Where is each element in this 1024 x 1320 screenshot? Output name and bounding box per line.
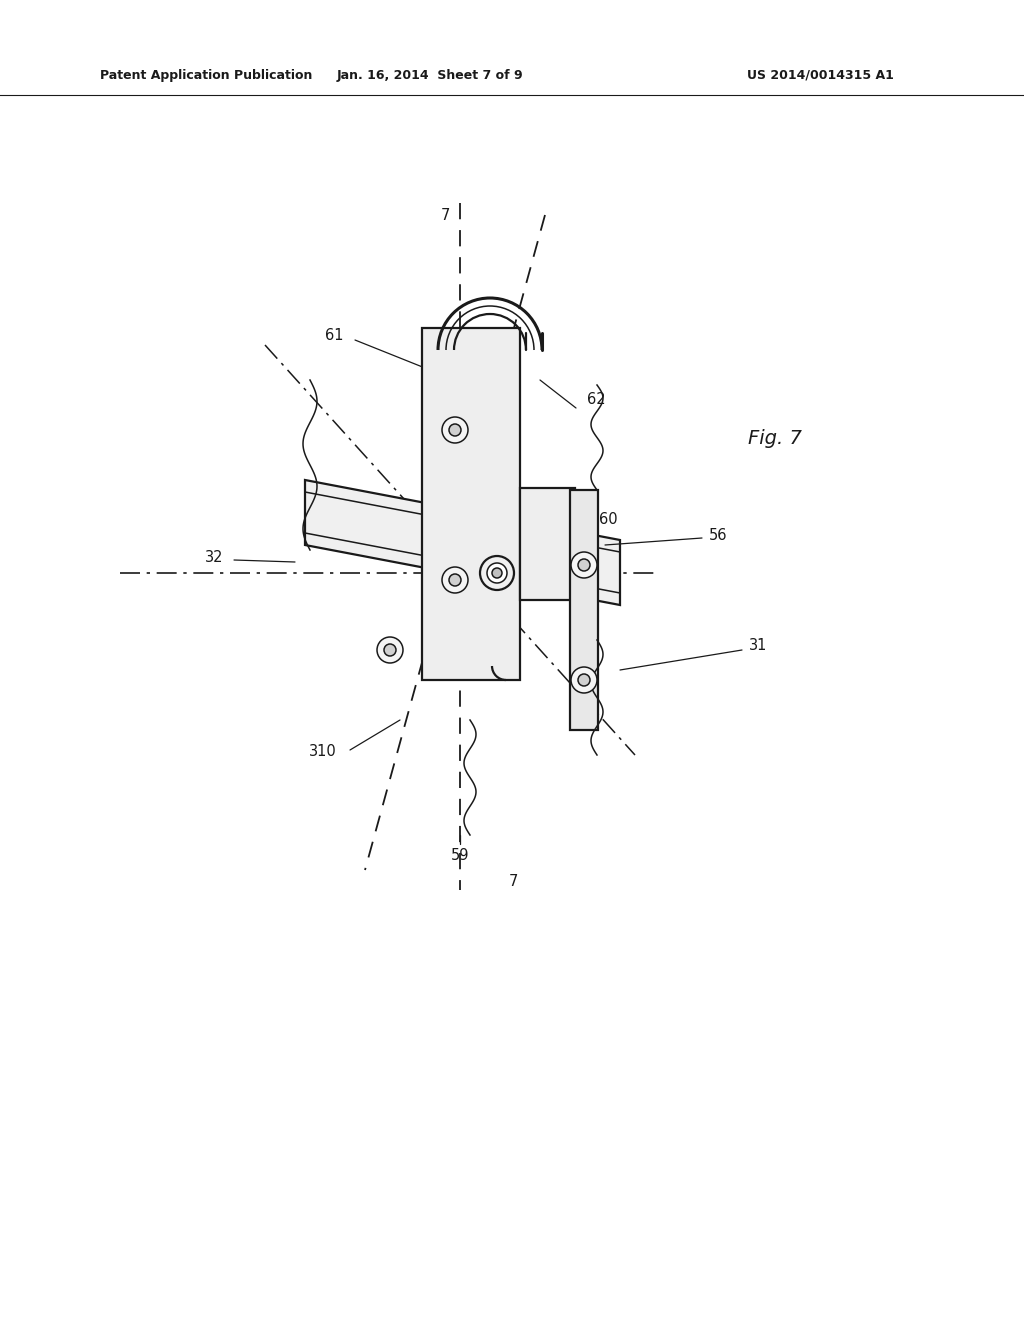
Circle shape [449, 574, 461, 586]
Polygon shape [570, 490, 598, 730]
Text: US 2014/0014315 A1: US 2014/0014315 A1 [746, 69, 893, 82]
Text: 31: 31 [749, 638, 767, 652]
Text: 60: 60 [599, 512, 617, 528]
Circle shape [578, 558, 590, 572]
Polygon shape [305, 480, 620, 605]
Text: 59: 59 [451, 847, 469, 862]
Text: 62: 62 [587, 392, 605, 408]
Text: Patent Application Publication: Patent Application Publication [100, 69, 312, 82]
Text: Jan. 16, 2014  Sheet 7 of 9: Jan. 16, 2014 Sheet 7 of 9 [337, 69, 523, 82]
Circle shape [442, 417, 468, 444]
Circle shape [449, 424, 461, 436]
Circle shape [492, 568, 502, 578]
Circle shape [442, 568, 468, 593]
Text: Fig. 7: Fig. 7 [748, 429, 802, 447]
Text: 310: 310 [309, 744, 337, 759]
Text: 32: 32 [205, 549, 223, 565]
Text: 56: 56 [709, 528, 727, 543]
Polygon shape [422, 327, 520, 680]
Text: 7: 7 [440, 207, 450, 223]
Circle shape [571, 552, 597, 578]
Circle shape [578, 675, 590, 686]
Polygon shape [520, 488, 575, 601]
Circle shape [377, 638, 403, 663]
Circle shape [384, 644, 396, 656]
Circle shape [487, 564, 507, 583]
Circle shape [571, 667, 597, 693]
Text: 7: 7 [508, 874, 518, 890]
Text: 61: 61 [325, 327, 343, 342]
Circle shape [480, 556, 514, 590]
